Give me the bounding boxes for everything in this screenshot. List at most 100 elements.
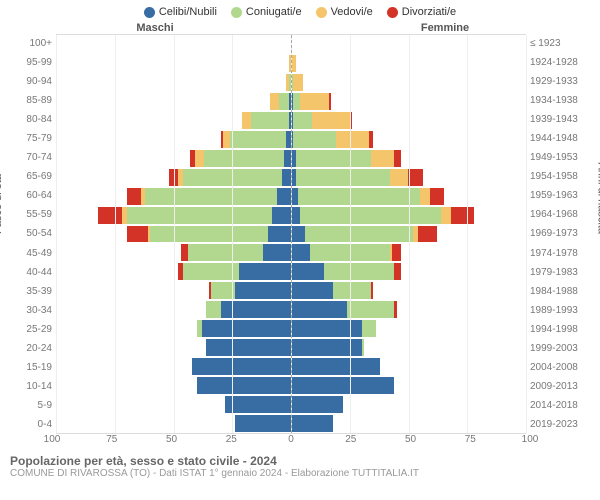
x-tick-label: 75 [106, 434, 117, 445]
gridline [56, 35, 57, 433]
y-axis-right-title: Anni di nascita [596, 162, 600, 234]
seg-divorziati [394, 263, 401, 280]
seg-celibi [291, 396, 343, 413]
gridline [526, 35, 527, 433]
seg-vedovi [336, 131, 369, 148]
seg-divorziati [127, 226, 148, 243]
birth-label: 1964-1968 [530, 209, 592, 220]
seg-celibi [277, 188, 291, 205]
seg-coniugati [333, 282, 371, 299]
age-label: 10-14 [8, 381, 52, 392]
age-label: 55-59 [8, 209, 52, 220]
seg-coniugati [300, 207, 441, 224]
seg-celibi [197, 377, 291, 394]
seg-divorziati [394, 150, 401, 167]
birth-label: 1969-1973 [530, 228, 592, 239]
legend-swatch [144, 7, 155, 18]
plot-area [56, 34, 526, 434]
age-label: 40-44 [8, 267, 52, 278]
age-label: 100+ [8, 38, 52, 49]
seg-celibi [284, 150, 291, 167]
legend-item: Vedovi/e [316, 6, 373, 18]
age-label: 45-49 [8, 248, 52, 259]
seg-divorziati [430, 188, 444, 205]
legend-label: Celibi/Nubili [159, 6, 217, 18]
x-tick-label: 0 [288, 434, 294, 445]
seg-vedovi [390, 169, 409, 186]
age-label: 35-39 [8, 286, 52, 297]
seg-coniugati [251, 112, 289, 129]
seg-coniugati [211, 282, 235, 299]
legend-label: Coniugati/e [246, 6, 302, 18]
birth-label: 2019-2023 [530, 419, 592, 430]
seg-vedovi [300, 93, 328, 110]
seg-vedovi [293, 74, 302, 91]
seg-celibi [268, 226, 292, 243]
birth-label: 1929-1933 [530, 76, 592, 87]
seg-vedovi [270, 93, 279, 110]
x-tick-label: 50 [405, 434, 416, 445]
seg-coniugati [362, 320, 376, 337]
seg-coniugati [230, 131, 286, 148]
y-axis-birth-labels: ≤ 19231924-19281929-19331934-19381939-19… [526, 34, 596, 434]
seg-vedovi [312, 112, 350, 129]
seg-coniugati [293, 112, 312, 129]
seg-celibi [263, 244, 291, 261]
birth-label: 2014-2018 [530, 400, 592, 411]
legend-item: Divorziati/e [387, 6, 456, 18]
birth-label: 1994-1998 [530, 324, 592, 335]
seg-divorziati [181, 244, 188, 261]
gridline [350, 35, 351, 433]
seg-celibi [291, 244, 310, 261]
center-line [291, 35, 292, 433]
age-label: 80-84 [8, 114, 52, 125]
seg-divorziati [329, 93, 331, 110]
seg-coniugati [279, 93, 288, 110]
seg-vedovi [441, 207, 450, 224]
seg-celibi [282, 169, 291, 186]
birth-label: 1979-1983 [530, 267, 592, 278]
x-tick-label: 100 [522, 434, 539, 445]
age-label: 95-99 [8, 57, 52, 68]
birth-label: 1924-1928 [530, 57, 592, 68]
seg-celibi [291, 263, 324, 280]
birth-label: 1999-2003 [530, 343, 592, 354]
seg-celibi [291, 282, 333, 299]
seg-coniugati [347, 301, 394, 318]
age-label: 70-74 [8, 152, 52, 163]
seg-coniugati [293, 93, 300, 110]
x-tick-label: 25 [226, 434, 237, 445]
legend-item: Coniugati/e [231, 6, 302, 18]
age-label: 50-54 [8, 228, 52, 239]
seg-celibi [291, 301, 347, 318]
y-axis-left-title: Fasce di età [0, 174, 4, 234]
gridline [467, 35, 468, 433]
seg-vedovi [223, 131, 230, 148]
legend-label: Divorziati/e [402, 6, 456, 18]
x-axis: 1007550250255075100 [52, 434, 530, 450]
seg-celibi [221, 301, 292, 318]
seg-divorziati [369, 131, 374, 148]
birth-label: 1974-1978 [530, 248, 592, 259]
seg-celibi [235, 282, 291, 299]
seg-coniugati [183, 263, 239, 280]
birth-label: ≤ 1923 [530, 38, 592, 49]
seg-coniugati [206, 301, 220, 318]
gridline [232, 35, 233, 433]
seg-vedovi [242, 112, 251, 129]
seg-coniugati [150, 226, 268, 243]
age-label: 25-29 [8, 324, 52, 335]
seg-vedovi [371, 150, 395, 167]
seg-vedovi [195, 150, 204, 167]
seg-divorziati [371, 282, 373, 299]
seg-coniugati [324, 263, 395, 280]
gridline [409, 35, 410, 433]
seg-celibi [291, 358, 380, 375]
seg-celibi [202, 320, 291, 337]
legend-item: Celibi/Nubili [144, 6, 217, 18]
birth-label: 2009-2013 [530, 381, 592, 392]
seg-coniugati [127, 207, 273, 224]
chart-footer: Popolazione per età, sesso e stato civil… [0, 450, 600, 479]
seg-celibi [235, 415, 291, 432]
age-label: 5-9 [8, 400, 52, 411]
